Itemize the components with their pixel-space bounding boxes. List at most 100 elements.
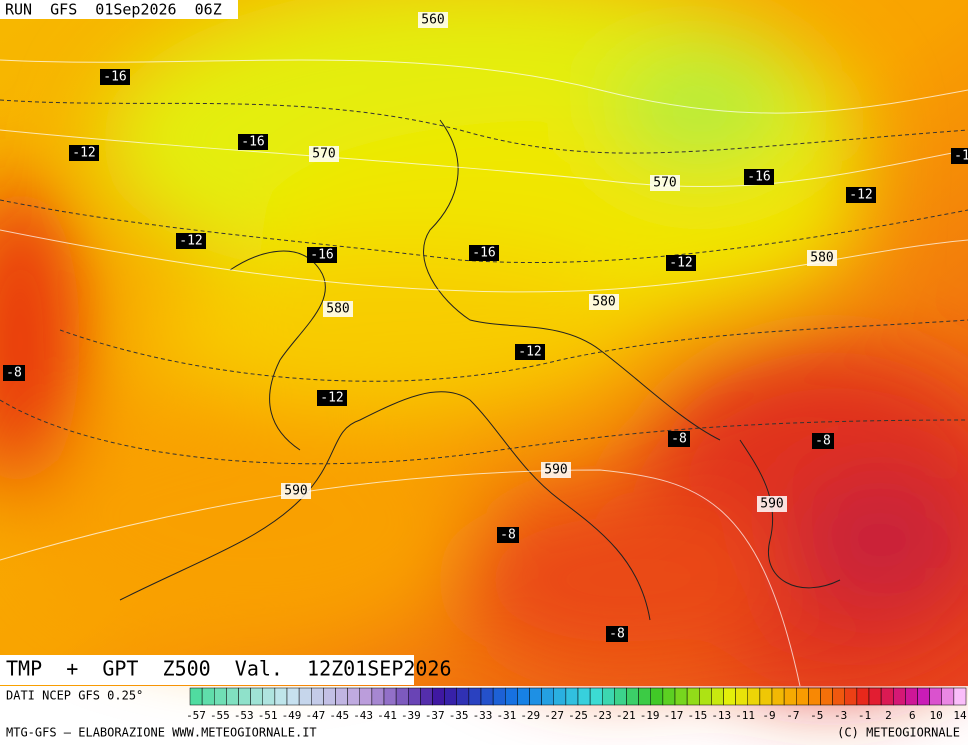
temperature-label: -12 <box>669 256 692 271</box>
scale-label: -35 <box>449 709 469 722</box>
scale-swatch <box>395 687 409 706</box>
scale-swatch <box>238 687 251 706</box>
scale-label: -53 <box>234 709 254 722</box>
scale-label: -47 <box>305 709 325 722</box>
temperature-label: -16 <box>103 70 126 85</box>
temperature-label-box <box>668 431 690 447</box>
scale-label: -13 <box>711 709 731 722</box>
height-label: 590 <box>760 497 783 512</box>
scale-swatch <box>638 687 651 706</box>
scale-swatch <box>383 687 397 706</box>
scale-swatch <box>286 687 300 706</box>
height-label: 580 <box>592 295 615 310</box>
height-label: 590 <box>284 484 307 499</box>
scale-swatch <box>408 687 421 706</box>
scale-label: 2 <box>885 709 892 722</box>
copyright-label: (C) METEOGIORNALE <box>837 726 960 740</box>
title-box <box>0 655 414 685</box>
scale-label: -23 <box>592 709 612 722</box>
height-label: 570 <box>312 147 335 162</box>
scale-swatch <box>674 687 688 706</box>
map: 560 -16 -16 -12 570 570 -16 -12 -12 -16 -16 -12 580 5… <box>0 0 968 690</box>
scale-label: -17 <box>664 709 684 722</box>
scale-label: -27 <box>544 709 564 722</box>
scale-swatch <box>699 687 712 706</box>
scale-swatch <box>723 687 736 706</box>
scale-swatch <box>626 687 639 706</box>
scale-label: -3 <box>834 709 847 722</box>
temperature-label: -12 <box>518 345 541 360</box>
map-title: TMP + GPT Z500 Val. 12Z01SEP2026 <box>6 657 452 681</box>
scale-label: -37 <box>425 709 445 722</box>
temperature-label-box <box>3 365 25 381</box>
scale-label: -31 <box>496 709 516 722</box>
scale-swatch <box>226 687 239 706</box>
scale-swatch <box>735 687 748 706</box>
scale-swatch <box>456 687 470 706</box>
temperature-label-box <box>317 390 347 406</box>
scale-swatch <box>856 687 870 706</box>
scale-swatch <box>492 687 506 706</box>
temperature-label: -1 <box>954 149 968 164</box>
scale-swatch <box>335 687 348 706</box>
scale-label: 14 <box>953 709 967 722</box>
scale-swatch <box>686 687 700 706</box>
scale-label: -43 <box>353 709 373 722</box>
temperature-label-box <box>497 527 519 543</box>
scale-swatch <box>929 687 942 706</box>
scale-swatch <box>893 687 906 706</box>
scale-swatch <box>189 687 203 706</box>
temperature-label-box <box>812 433 834 449</box>
scale-swatch <box>468 687 482 706</box>
temperature-label-box <box>238 134 268 150</box>
scale-label: -45 <box>329 709 349 722</box>
scale-swatch <box>214 687 227 706</box>
scale-swatch <box>953 687 967 706</box>
color-scale: -57 -55 -53 -51 -49 -47 -45 -43 -41 -39 -37 -35 -33-… <box>186 687 967 722</box>
height-label-box <box>323 301 353 317</box>
temperature-label-box <box>744 169 774 185</box>
scale-swatch <box>917 687 930 706</box>
temperature-label: -16 <box>241 135 264 150</box>
credit-label: MTG-GFS — ELABORAZIONE WWW.METEOGIORNALE… <box>6 726 317 740</box>
scale-label: -39 <box>401 709 421 722</box>
height-label-box <box>807 250 837 266</box>
temperature-label: -16 <box>310 248 333 263</box>
temperature-label-box <box>846 187 876 203</box>
scale-swatch <box>747 687 761 706</box>
height-label-box <box>589 294 619 310</box>
scale-swatch <box>347 687 360 706</box>
scale-swatch <box>323 687 336 706</box>
scale-label: -29 <box>520 709 540 722</box>
scale-swatch <box>432 687 445 706</box>
height-label-box <box>541 462 571 478</box>
scale-swatch <box>783 687 797 706</box>
scale-swatch <box>832 687 845 706</box>
scale-swatch <box>880 687 894 706</box>
temperature-label: -12 <box>179 234 202 249</box>
scale-swatch <box>711 687 724 706</box>
scale-swatch <box>553 687 567 706</box>
temperature-label-box <box>606 626 628 642</box>
isotherm-lines <box>0 99 968 465</box>
coastlines <box>119 119 841 621</box>
scale-swatch <box>796 687 809 706</box>
temperature-label: -12 <box>72 146 95 161</box>
temperature-label-box <box>307 247 337 263</box>
height-label: 590 <box>544 463 567 478</box>
temperature-label-box <box>69 145 99 161</box>
scale-swatch <box>262 687 276 706</box>
scale-label: -55 <box>210 709 230 722</box>
height-label: 580 <box>810 251 833 266</box>
height-label-box <box>309 146 339 162</box>
temperature-label-box <box>469 245 499 261</box>
scale-swatch <box>650 687 664 706</box>
temperature-label: -8 <box>500 528 516 543</box>
temperature-label-box <box>100 69 130 85</box>
scale-label: -41 <box>377 709 397 722</box>
scale-label: -33 <box>473 709 493 722</box>
height-label: 580 <box>326 302 349 317</box>
temperature-label-box <box>515 344 545 360</box>
scale-swatch <box>820 687 833 706</box>
